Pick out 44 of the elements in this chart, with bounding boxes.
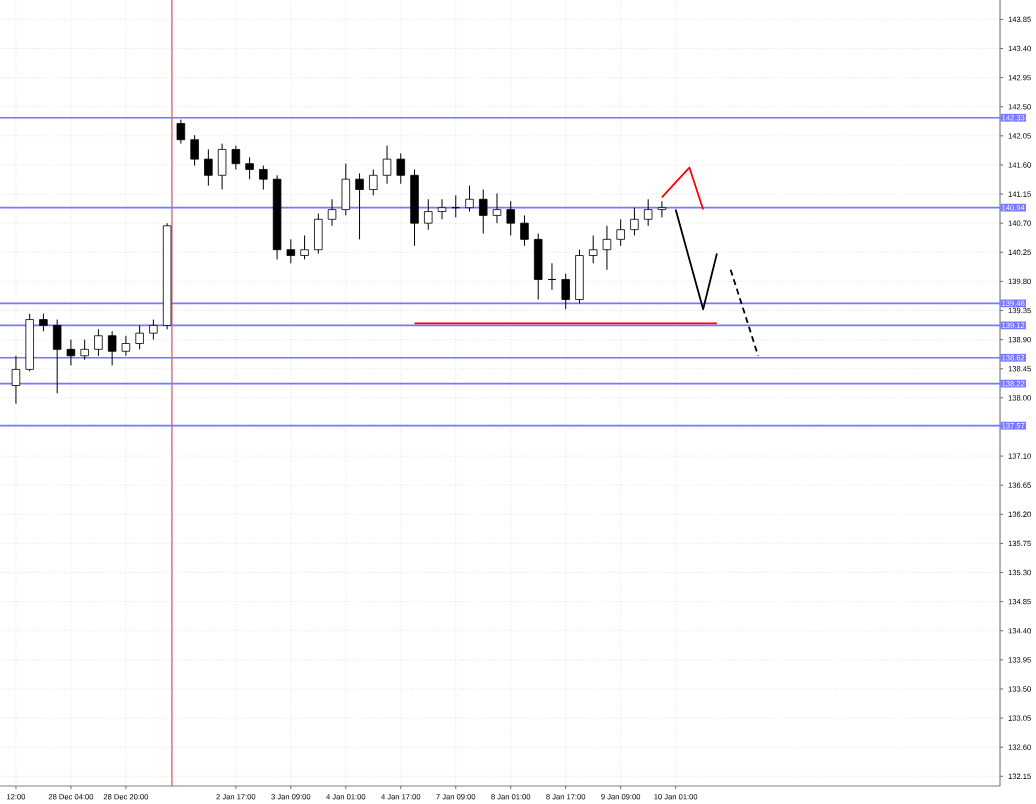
candlestick <box>286 238 296 264</box>
candlestick <box>410 168 419 247</box>
candlestick <box>520 214 529 247</box>
candlestick <box>231 145 241 170</box>
candlestick <box>616 218 625 247</box>
candlestick <box>369 168 378 196</box>
candlestick <box>561 273 570 310</box>
candlestick <box>341 163 351 216</box>
candlestick <box>630 207 639 236</box>
candlestick <box>314 212 323 255</box>
candlestick <box>80 339 89 361</box>
candlestick <box>66 339 76 366</box>
candlestick <box>94 328 103 357</box>
candlestick <box>259 165 268 191</box>
candlestick <box>327 198 337 227</box>
line-series <box>674 208 718 311</box>
candlestick <box>588 234 598 264</box>
candlestick <box>355 172 364 240</box>
candlestick <box>533 233 543 301</box>
candlestick <box>217 143 227 191</box>
candlestick <box>300 234 309 260</box>
candlestick <box>121 335 131 357</box>
candlestick <box>506 200 515 236</box>
candlestick <box>643 198 653 227</box>
candlestick <box>575 249 584 304</box>
candlestick <box>135 324 144 350</box>
candlestick <box>190 134 199 167</box>
candlestick <box>602 225 612 271</box>
candlestick <box>478 189 488 235</box>
candlestick <box>396 152 406 185</box>
candlestick <box>149 319 158 341</box>
candlestick <box>204 148 213 187</box>
candlestick <box>424 198 433 231</box>
candlestick <box>657 200 667 218</box>
candlestick <box>176 119 186 145</box>
candlestick <box>382 145 392 185</box>
line-series <box>661 166 705 211</box>
candlestick <box>465 185 474 213</box>
candlestick <box>437 198 447 220</box>
candlestick <box>492 192 502 224</box>
candlestick <box>107 330 117 366</box>
candlestick <box>11 355 21 405</box>
candlestick <box>245 156 254 180</box>
candlestick <box>52 319 62 394</box>
